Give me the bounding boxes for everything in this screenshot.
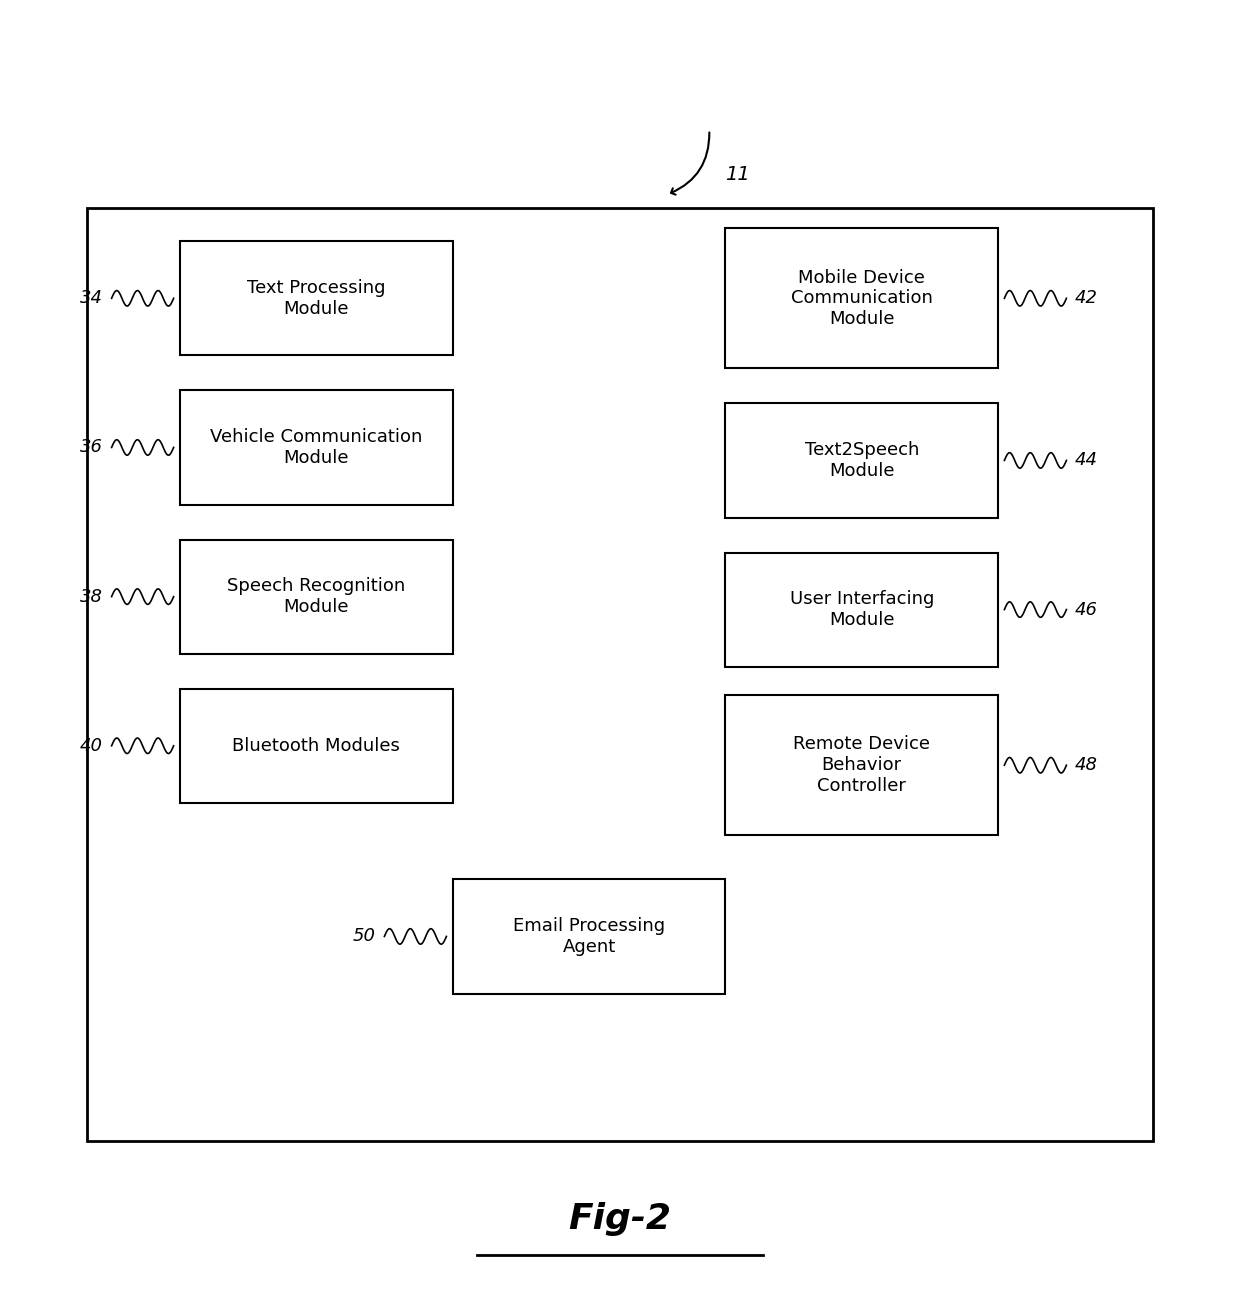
Text: 11: 11 — [725, 165, 750, 184]
Text: Text2Speech
Module: Text2Speech Module — [805, 441, 919, 480]
FancyBboxPatch shape — [180, 689, 453, 803]
Text: 40: 40 — [79, 737, 103, 755]
FancyBboxPatch shape — [180, 241, 453, 355]
FancyBboxPatch shape — [180, 390, 453, 505]
FancyBboxPatch shape — [725, 553, 998, 667]
Text: 50: 50 — [352, 927, 376, 946]
FancyBboxPatch shape — [87, 208, 1153, 1141]
Text: Email Processing
Agent: Email Processing Agent — [513, 917, 665, 956]
Text: Bluetooth Modules: Bluetooth Modules — [232, 737, 401, 755]
Text: Remote Device
Behavior
Controller: Remote Device Behavior Controller — [794, 735, 930, 795]
Text: 34: 34 — [79, 289, 103, 307]
Text: Mobile Device
Communication
Module: Mobile Device Communication Module — [791, 268, 932, 328]
Text: 48: 48 — [1075, 756, 1099, 774]
Text: 44: 44 — [1075, 451, 1099, 470]
Text: Speech Recognition
Module: Speech Recognition Module — [227, 577, 405, 616]
Text: 42: 42 — [1075, 289, 1099, 307]
FancyBboxPatch shape — [453, 879, 725, 994]
Text: 36: 36 — [79, 438, 103, 457]
FancyBboxPatch shape — [725, 403, 998, 518]
Text: Text Processing
Module: Text Processing Module — [247, 279, 386, 318]
FancyBboxPatch shape — [180, 540, 453, 654]
FancyBboxPatch shape — [725, 228, 998, 368]
FancyBboxPatch shape — [725, 695, 998, 835]
Text: Fig-2: Fig-2 — [568, 1202, 672, 1236]
Text: Vehicle Communication
Module: Vehicle Communication Module — [210, 428, 423, 467]
Text: 38: 38 — [79, 588, 103, 606]
Text: 46: 46 — [1075, 601, 1099, 619]
Text: User Interfacing
Module: User Interfacing Module — [790, 590, 934, 629]
